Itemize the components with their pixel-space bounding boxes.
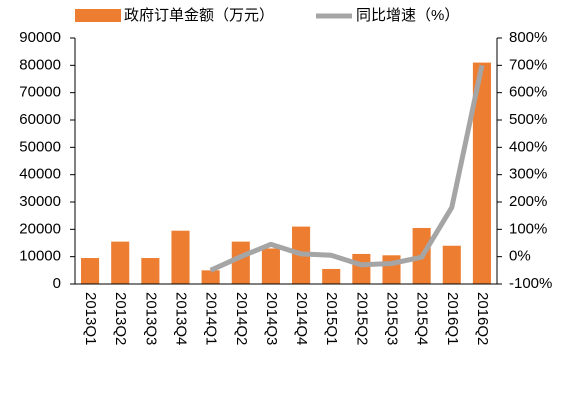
x-tick-label: 2013Q1 [82, 292, 99, 345]
y2-tick-label: 100% [509, 220, 547, 237]
legend-label: 政府订单金额（万元） [124, 7, 274, 24]
y-tick-label: 10000 [19, 248, 61, 265]
x-tick-label: 2014Q3 [263, 292, 280, 345]
x-tick-label: 2013Q3 [142, 292, 159, 345]
x-tick-label: 2014Q4 [293, 292, 310, 345]
legend-swatch [75, 9, 121, 22]
x-tick-label: 2015Q1 [323, 292, 340, 345]
y-tick-label: 0 [53, 275, 61, 292]
x-tick-label: 2014Q2 [233, 292, 250, 345]
bar [111, 241, 130, 284]
x-tick-label: 2015Q4 [414, 292, 431, 345]
bar [231, 241, 250, 284]
y-tick-label: 20000 [19, 220, 61, 237]
bar [472, 62, 491, 284]
y2-tick-label: 500% [509, 111, 547, 128]
x-tick-label: 2013Q2 [112, 292, 129, 345]
y2-tick-label: 700% [509, 56, 547, 73]
x-tick-label: 2014Q1 [203, 292, 220, 345]
line [209, 64, 485, 273]
y-tick-label: 80000 [19, 56, 61, 73]
x-tick-label: 2016Q1 [444, 292, 461, 345]
y-tick-label: 50000 [19, 138, 61, 155]
y-tick-label: 60000 [19, 111, 61, 128]
bar [141, 258, 160, 284]
y2-tick-label: 600% [509, 84, 547, 101]
y2-tick-label: -100% [509, 275, 552, 292]
bar [171, 230, 190, 284]
x-tick-label: 2016Q2 [474, 292, 491, 345]
x-tick-label: 2013Q4 [173, 292, 190, 345]
y-tick-label: 40000 [19, 166, 61, 183]
bar [382, 255, 401, 284]
bar [81, 258, 100, 284]
y2-tick-label: 0% [509, 248, 531, 265]
y-tick-label: 70000 [19, 84, 61, 101]
bar [261, 248, 280, 284]
bar [442, 245, 461, 284]
legend-label: 同比增速（%） [356, 7, 459, 24]
bar [352, 253, 371, 284]
y-tick-label: 90000 [19, 29, 61, 46]
bar [322, 268, 341, 284]
y2-tick-label: 800% [509, 29, 547, 46]
y2-tick-label: 300% [509, 166, 547, 183]
x-tick-label: 2015Q3 [384, 292, 401, 345]
bar [201, 270, 220, 284]
y2-tick-label: 400% [509, 138, 547, 155]
y2-tick-label: 200% [509, 193, 547, 210]
x-tick-label: 2015Q2 [353, 292, 370, 345]
y-tick-label: 30000 [19, 193, 61, 210]
